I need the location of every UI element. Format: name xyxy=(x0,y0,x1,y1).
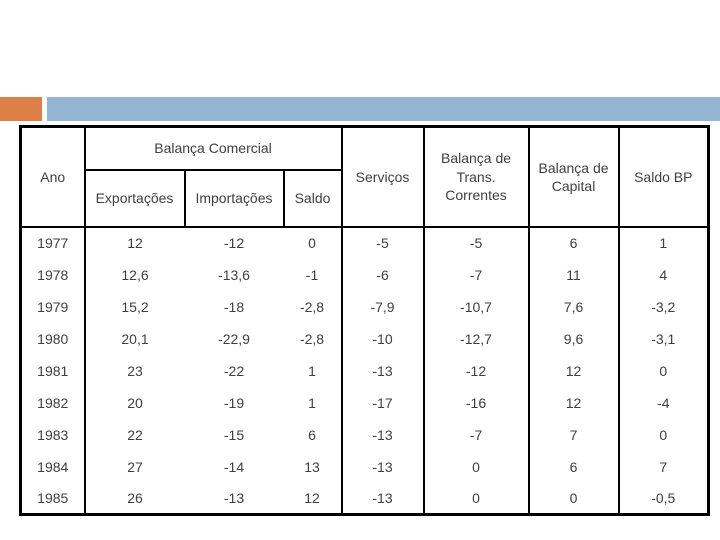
cell-saldo-bp: -3,2 xyxy=(651,298,676,315)
cell-exportacoes: 20,1 xyxy=(121,330,149,347)
cell-ano: 1978 xyxy=(20,258,86,291)
col-header-importacoes: Importações xyxy=(183,168,285,228)
cell-saldo: 12 xyxy=(283,482,343,515)
cell-trans-correntes: -5 xyxy=(423,226,530,259)
cell-servicos: -5 xyxy=(341,226,425,259)
table-row: 1981 23 -22 1 -13 -12 12 0 xyxy=(20,354,709,387)
accent-bar-blue xyxy=(47,97,720,121)
table-row: 1979 15,2 -18 -2,8 -7,9 -10,7 7,6 -3,2 xyxy=(20,290,709,323)
balance-of-payments-table: Ano Balança Comercial Serviços Balança d… xyxy=(19,125,711,516)
cell-saldo: 0 xyxy=(283,226,343,259)
cell-saldo: 1 xyxy=(283,386,343,419)
cell-importacoes: -12 xyxy=(223,235,245,251)
accent-bar-orange xyxy=(0,97,42,121)
cell-importacoes: -19 xyxy=(223,394,245,411)
cell-ano: 1984 xyxy=(20,450,86,483)
cell-trans-correntes: -12,7 xyxy=(423,322,530,355)
col-header-saldo: Saldo xyxy=(282,168,343,228)
cell-trans-correntes: 0 xyxy=(423,482,530,515)
cell-ano: 1980 xyxy=(20,322,86,355)
cell-saldo: 6 xyxy=(283,418,343,451)
cell-trans-correntes: -7 xyxy=(423,418,530,451)
col-header-ano: Ano xyxy=(19,125,86,228)
cell-capital: 11 xyxy=(528,258,620,291)
cell-ano: 1981 xyxy=(20,354,86,387)
cell-saldo: -2,8 xyxy=(283,322,343,355)
cell-importacoes: -13,6 xyxy=(218,266,250,283)
cell-exportacoes: 22 xyxy=(127,426,143,443)
cell-servicos: -13 xyxy=(341,450,425,483)
cell-trans-correntes: -10,7 xyxy=(423,290,530,323)
cell-capital: 0 xyxy=(528,482,620,515)
cell-ano: 1985 xyxy=(20,482,86,515)
cell-servicos: -7,9 xyxy=(341,290,425,323)
cell-saldo-bp: 0 xyxy=(659,362,668,379)
cell-servicos: -13 xyxy=(341,482,425,515)
cell-servicos: -6 xyxy=(341,258,425,291)
cell-saldo-bp: 7 xyxy=(659,458,668,475)
cell-saldo-bp: -3,1 xyxy=(651,330,676,347)
table-body: 1977 12 -12 0 -5 -5 6 1 1978 12,6 -13,6 … xyxy=(20,226,709,515)
table-row: 1980 20,1 -22,9 -2,8 -10 -12,7 9,6 -3,1 xyxy=(20,322,709,355)
cell-capital: 12 xyxy=(528,386,620,419)
cell-exportacoes: 20 xyxy=(127,394,143,411)
cell-saldo: 13 xyxy=(283,450,343,483)
cell-ano: 1979 xyxy=(20,290,86,323)
cell-importacoes: -15 xyxy=(223,426,245,443)
cell-capital: 9,6 xyxy=(528,322,620,355)
cell-servicos: -13 xyxy=(341,418,425,451)
col-header-saldo-bp: Saldo BP xyxy=(617,125,710,228)
cell-exportacoes: 15,2 xyxy=(121,298,149,315)
cell-capital: 7 xyxy=(528,418,620,451)
col-header-servicos: Serviços xyxy=(340,125,425,228)
cell-trans-correntes: 0 xyxy=(423,450,530,483)
table-header-row-sub: Exportações Importações Saldo xyxy=(21,168,709,228)
cell-saldo-bp: -4 xyxy=(657,394,670,411)
cell-capital: 12 xyxy=(528,354,620,387)
cell-saldo-bp: 0 xyxy=(659,426,668,443)
table-row: 1977 12 -12 0 -5 -5 6 1 xyxy=(20,226,709,259)
cell-saldo-bp: 1 xyxy=(659,235,668,251)
col-header-trans-correntes: Balança de Trans. Correntes xyxy=(422,125,530,228)
cell-ano: 1983 xyxy=(20,418,86,451)
cell-saldo: -1 xyxy=(283,258,343,291)
cell-capital: 6 xyxy=(528,226,620,259)
cell-capital: 6 xyxy=(528,450,620,483)
cell-trans-correntes: -12 xyxy=(423,354,530,387)
cell-importacoes: -13 xyxy=(223,489,245,506)
cell-importacoes: -22,9 xyxy=(218,330,250,347)
cell-importacoes: -14 xyxy=(223,458,245,475)
cell-exportacoes: 12,6 xyxy=(121,266,149,283)
table-header-row-group: Ano Balança Comercial Serviços Balança d… xyxy=(19,125,710,228)
col-header-exportacoes: Exportações xyxy=(83,168,186,228)
cell-servicos: -10 xyxy=(341,322,425,355)
cell-ano: 1982 xyxy=(20,386,86,419)
col-group-header-balanca-comercial: Balança Comercial xyxy=(83,125,343,171)
cell-trans-correntes: -16 xyxy=(423,386,530,419)
table-row: 1984 27 -14 13 -13 0 6 7 xyxy=(20,450,709,483)
cell-capital: 7,6 xyxy=(528,290,620,323)
cell-saldo-bp: 4 xyxy=(659,266,668,283)
cell-importacoes: -22 xyxy=(223,362,245,379)
cell-exportacoes: 27 xyxy=(127,458,143,475)
cell-saldo-bp: -0,5 xyxy=(651,489,676,506)
cell-exportacoes: 12 xyxy=(127,235,143,251)
table-row: 1978 12,6 -13,6 -1 -6 -7 11 4 xyxy=(20,258,709,291)
cell-ano: 1977 xyxy=(20,226,86,259)
table-row: 1982 20 -19 1 -17 -16 12 -4 xyxy=(20,386,709,419)
cell-importacoes: -18 xyxy=(223,298,245,315)
cell-exportacoes: 26 xyxy=(127,489,143,506)
cell-servicos: -13 xyxy=(341,354,425,387)
table-row: 1983 22 -15 6 -13 -7 7 0 xyxy=(20,418,709,451)
cell-servicos: -17 xyxy=(341,386,425,419)
cell-exportacoes: 23 xyxy=(127,362,143,379)
cell-saldo: 1 xyxy=(283,354,343,387)
cell-saldo: -2,8 xyxy=(283,290,343,323)
cell-trans-correntes: -7 xyxy=(423,258,530,291)
col-header-capital: Balança de Capital xyxy=(527,125,620,228)
table-row: 1985 26 -13 12 -13 0 0 -0,5 xyxy=(20,482,709,515)
